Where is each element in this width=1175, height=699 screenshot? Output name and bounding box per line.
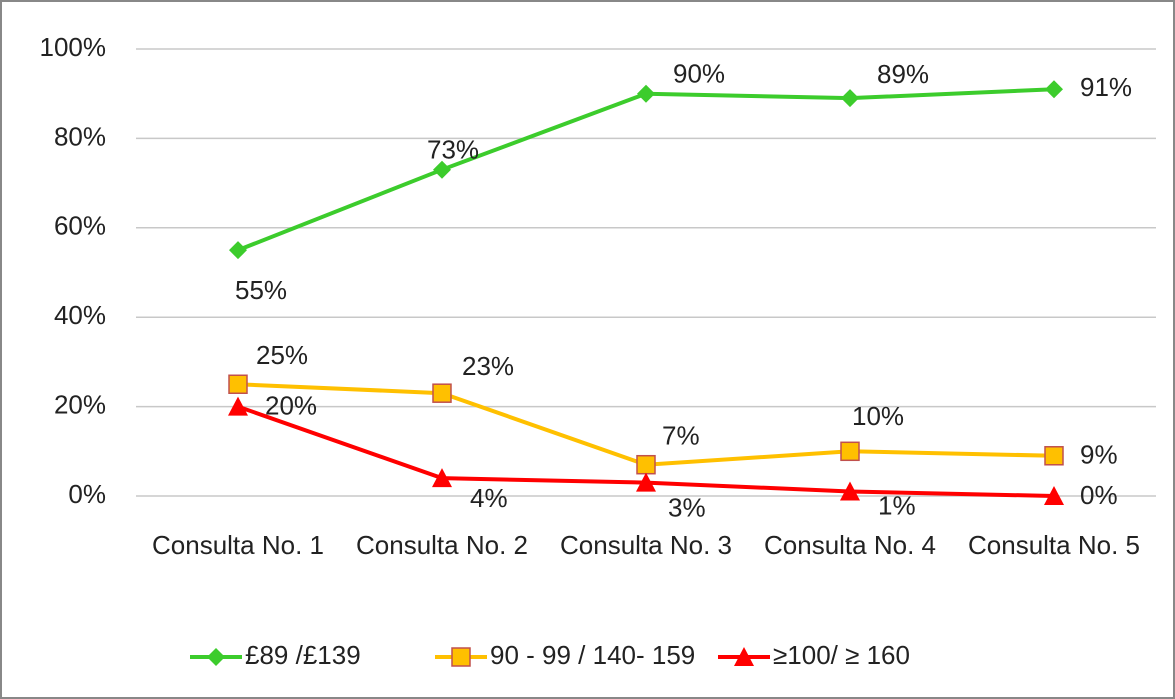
y-tick-label: 80% [54,121,106,151]
data-label: 9% [1080,440,1118,470]
series-line [237,382,1055,467]
marker [432,468,452,488]
data-label: 73% [427,135,479,165]
marker [1044,486,1064,505]
y-tick-label: 20% [54,389,106,419]
x-tick-label: Consulta No. 5 [968,530,1140,560]
legend-label: 90 - 99 / 140- 159 [490,640,695,670]
y-tick-label: 100% [40,32,107,62]
data-label: 10% [852,401,904,431]
marker [451,647,471,667]
y-tick-label: 60% [54,211,106,241]
marker [228,396,248,416]
x-tick-label: Consulta No. 3 [560,530,732,560]
data-label: 0% [1080,480,1118,510]
marker [841,89,859,108]
marker [1045,80,1063,99]
x-tick-label: Consulta No. 4 [764,530,936,560]
marker [1044,446,1064,466]
marker [637,84,655,103]
y-tick-label: 0% [68,479,106,509]
data-label: 3% [668,492,706,522]
data-label: 1% [878,490,916,520]
marker [840,481,860,501]
marker [734,647,754,666]
data-label: 25% [256,340,308,370]
x-tick-label: Consulta No. 1 [152,530,324,560]
legend-label: ≥100/ ≥ 160 [773,640,910,670]
data-label: 23% [462,351,514,381]
legend-label: £89 /£139 [245,640,361,670]
x-tick-label: Consulta No. 2 [356,530,528,560]
data-label: 91% [1080,72,1132,102]
data-label: 7% [662,421,700,451]
data-label: 55% [235,275,287,305]
marker [840,441,860,462]
marker [228,374,248,394]
marker [636,454,656,475]
marker [636,472,656,492]
series-line [237,87,1055,253]
data-label: 90% [673,59,725,89]
data-label: 4% [470,483,508,513]
data-label: 89% [877,59,929,89]
marker [229,241,247,260]
data-label: 20% [265,390,317,420]
marker [207,648,225,666]
y-tick-label: 40% [54,300,106,330]
marker [433,160,451,179]
marker [432,383,452,403]
